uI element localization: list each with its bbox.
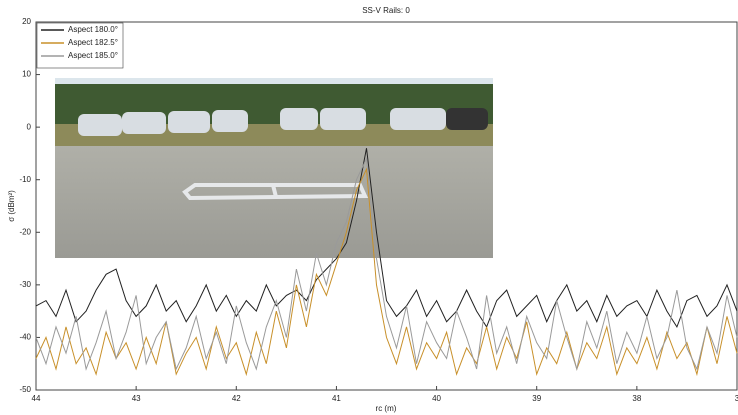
y-tick-label: -20: [19, 227, 31, 236]
x-axis-label: rc (m): [376, 404, 397, 413]
x-tick-label: 3: [735, 394, 738, 403]
y-tick-label: 20: [22, 17, 31, 26]
x-tick-label: 42: [232, 394, 241, 403]
chart-title: SS-V Rails: 0: [362, 6, 410, 15]
series-line: [35, 156, 738, 371]
legend-label: Aspect 182.5°: [68, 38, 118, 47]
x-tick-label: 41: [332, 394, 341, 403]
y-tick-label: -10: [19, 175, 31, 184]
x-tick-label: 44: [32, 394, 41, 403]
series-line: [35, 167, 738, 377]
plot-frame: [35, 21, 738, 391]
y-tick-label: -40: [19, 333, 31, 342]
photo: [55, 78, 493, 258]
series-line: [35, 148, 738, 329]
x-tick-label: 39: [532, 394, 541, 403]
x-tick-label: 43: [132, 394, 141, 403]
x-tick-label: 40: [432, 394, 441, 403]
y-tick-label: 10: [22, 70, 31, 79]
y-tick-label: -50: [19, 385, 31, 394]
x-tick-label: 38: [632, 394, 641, 403]
legend-label: Aspect 180.0°: [68, 25, 118, 34]
y-axis-label: σ (dBm²): [7, 190, 16, 222]
y-tick-label: -30: [19, 280, 31, 289]
y-tick-label: 0: [27, 122, 32, 131]
legend-label: Aspect 185.0°: [68, 51, 118, 60]
